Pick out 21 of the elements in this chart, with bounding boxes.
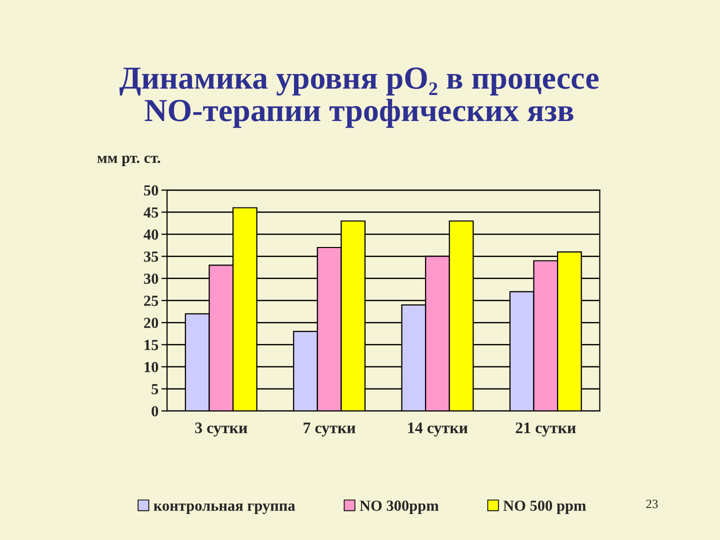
y-tick-label: 40 [144, 229, 158, 240]
x-tick-label: 14 сутки [408, 422, 468, 437]
legend-label: контрольная группа [154, 504, 296, 514]
y-tick-label: 30 [144, 274, 158, 284]
x-tick-label: 21 сутки [516, 422, 576, 437]
legend-label: NO 500 ppm [503, 500, 586, 514]
y-axis-title: мм рт. ст. [97, 156, 160, 166]
y-tick-label: 15 [144, 340, 158, 350]
y-tick-label: 45 [144, 207, 158, 218]
text: 23 [646, 500, 658, 508]
x-tick-label: 3 сутки [195, 422, 248, 437]
y-tick-label: 20 [144, 318, 158, 328]
y-tick-label: 35 [144, 252, 158, 262]
y-tick-label: 10 [144, 362, 158, 372]
y-tick-label: 5 [152, 384, 158, 394]
y-tick-label: 0 [152, 406, 158, 416]
y-tick-label: 50 [144, 185, 158, 196]
y-tick-label: 25 [144, 296, 158, 306]
chart-title: Динамика уровня pO₂ в процессе NO-терапии трофических язв [119, 67, 599, 128]
legend-label: NO 300ppm [360, 500, 439, 514]
x-tick-label: 7 сутки [304, 422, 356, 437]
